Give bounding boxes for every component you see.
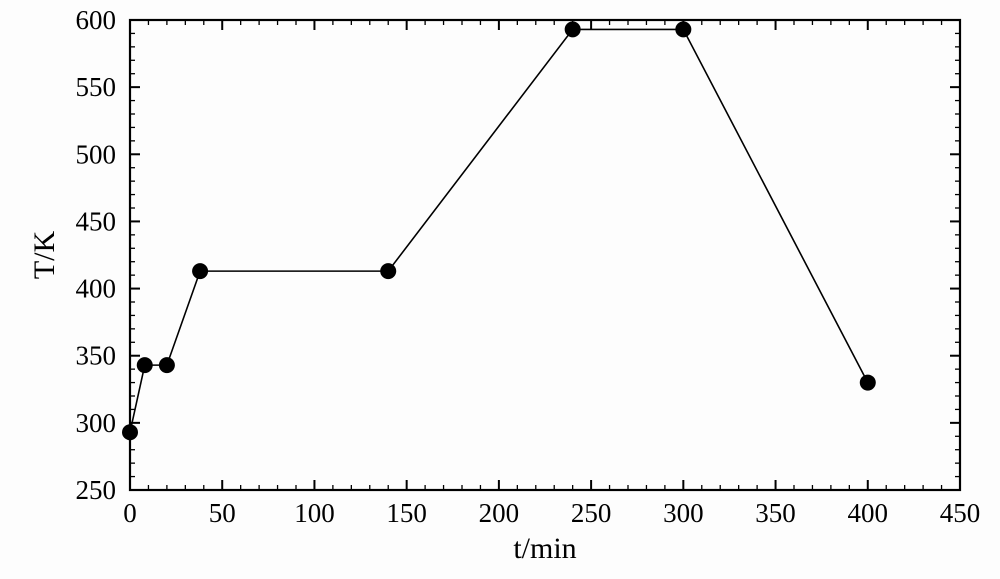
y-tick-label: 550 [76,72,117,102]
data-point [192,263,208,279]
data-point [137,357,153,373]
y-tick-label: 500 [76,139,117,169]
x-tick-label: 350 [755,498,796,528]
data-point [380,263,396,279]
data-point [860,375,876,391]
x-tick-label: 300 [663,498,704,528]
x-axis-label: t/min [513,532,576,565]
data-point [159,357,175,373]
y-tick-label: 450 [76,206,117,236]
y-tick-label: 600 [76,5,117,35]
plot-frame [130,20,960,490]
y-tick-label: 400 [76,274,117,304]
x-tick-label: 50 [209,498,236,528]
data-point [675,21,691,37]
y-tick-label: 300 [76,408,117,438]
data-point [122,424,138,440]
line-chart: 0 50 100 150 200 250 300 350 400 450 250 300 350 400 4… [0,0,1000,579]
data-point [565,21,581,37]
x-tick-label: 450 [940,498,981,528]
x-tick-label: 400 [848,498,889,528]
y-tick-label: 250 [76,475,117,505]
y-axis-label: T/K [28,231,61,280]
x-tick-label: 150 [386,498,427,528]
chart-container: 0 50 100 150 200 250 300 350 400 450 250 300 350 400 4… [0,0,1000,579]
x-tick-label: 100 [294,498,335,528]
x-tick-label: 250 [571,498,612,528]
x-tick-label: 0 [123,498,137,528]
x-tick-label: 200 [479,498,520,528]
y-tick-label: 350 [76,341,117,371]
series-line [130,29,868,432]
